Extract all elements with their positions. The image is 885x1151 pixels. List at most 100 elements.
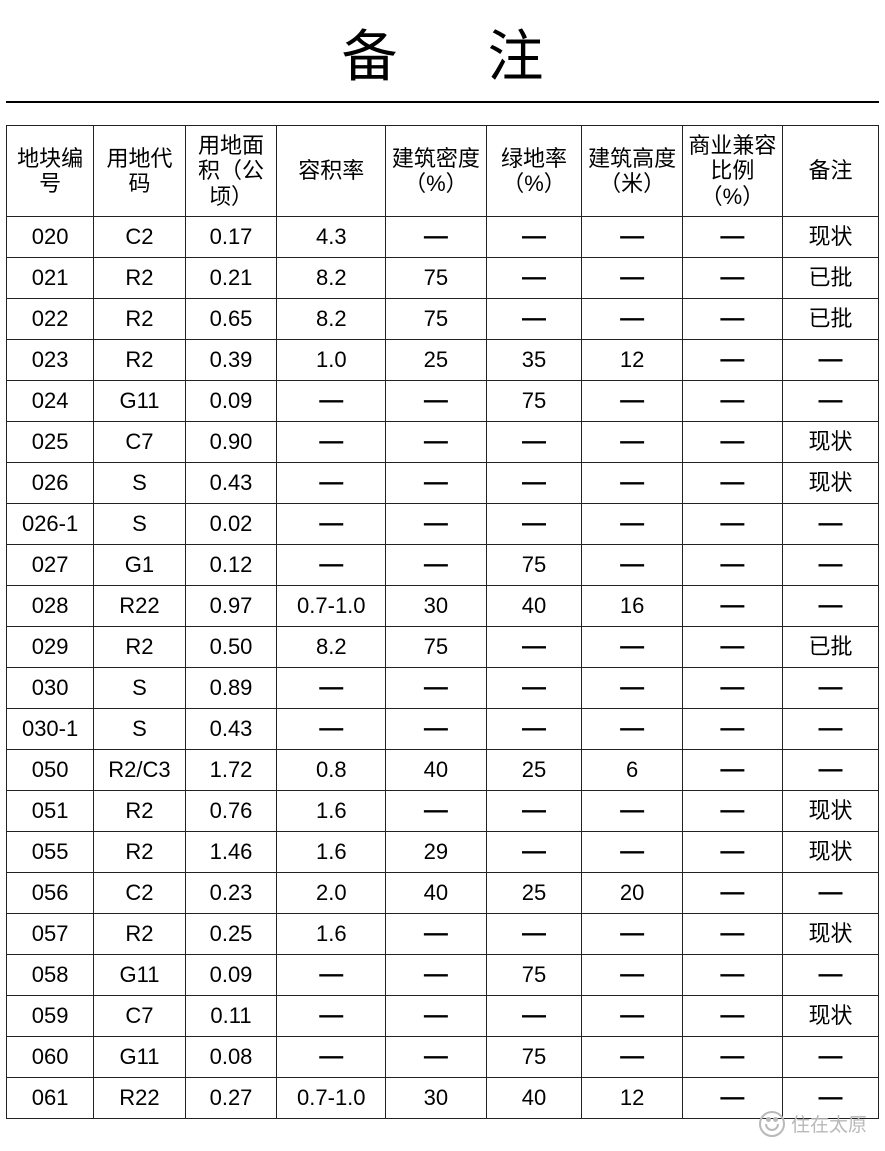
table-row: 030-1S0.43—————— <box>7 709 879 750</box>
table-cell: 0.7-1.0 <box>277 586 386 627</box>
table-cell: 0.17 <box>185 217 277 258</box>
table-cell: 现状 <box>782 832 878 873</box>
table-cell: C2 <box>94 217 186 258</box>
table-cell: 75 <box>486 545 582 586</box>
table-cell: — <box>277 668 386 709</box>
table-cell: 0.43 <box>185 463 277 504</box>
table-cell: 35 <box>486 340 582 381</box>
table-cell: 20 <box>582 873 682 914</box>
table-cell: 现状 <box>782 914 878 955</box>
table-cell: 75 <box>486 1037 582 1078</box>
table-row: 020C20.174.3————现状 <box>7 217 879 258</box>
table-cell: 8.2 <box>277 258 386 299</box>
table-cell: — <box>486 668 582 709</box>
table-cell: 现状 <box>782 996 878 1037</box>
table-cell: — <box>486 791 582 832</box>
table-cell: G11 <box>94 1037 186 1078</box>
table-cell: 0.09 <box>185 955 277 996</box>
table-cell: — <box>582 955 682 996</box>
table-cell: 25 <box>486 873 582 914</box>
table-cell: — <box>386 217 486 258</box>
table-cell: 40 <box>486 1078 582 1119</box>
table-cell: — <box>582 996 682 1037</box>
table-cell: 12 <box>582 340 682 381</box>
table-cell: — <box>682 955 782 996</box>
watermark: 住在太原 <box>759 1110 867 1137</box>
table-cell: — <box>782 545 878 586</box>
table-cell: 8.2 <box>277 299 386 340</box>
table-row: 051R20.761.6————现状 <box>7 791 879 832</box>
table-cell: — <box>386 504 486 545</box>
table-cell: 1.0 <box>277 340 386 381</box>
table-cell: — <box>486 299 582 340</box>
table-cell: — <box>682 873 782 914</box>
table-cell: 1.46 <box>185 832 277 873</box>
table-cell: — <box>682 791 782 832</box>
table-cell: 026-1 <box>7 504 94 545</box>
table-cell: 16 <box>582 586 682 627</box>
table-cell: 023 <box>7 340 94 381</box>
table-cell: — <box>486 832 582 873</box>
table-cell: 40 <box>386 750 486 791</box>
table-cell: — <box>582 791 682 832</box>
table-cell: — <box>582 832 682 873</box>
table-cell: — <box>682 996 782 1037</box>
table-row: 056C20.232.0402520—— <box>7 873 879 914</box>
table-cell: — <box>277 545 386 586</box>
table-row: 028R220.970.7-1.0304016—— <box>7 586 879 627</box>
table-cell: 0.65 <box>185 299 277 340</box>
table-cell: 75 <box>386 258 486 299</box>
table-row: 060G110.08——75——— <box>7 1037 879 1078</box>
table-cell: R2 <box>94 340 186 381</box>
table-cell: 1.6 <box>277 914 386 955</box>
table-cell: S <box>94 709 186 750</box>
table-cell: — <box>486 914 582 955</box>
table-row: 059C70.11—————现状 <box>7 996 879 1037</box>
table-row: 055R21.461.629———现状 <box>7 832 879 873</box>
table-cell: — <box>782 709 878 750</box>
table-cell: G11 <box>94 955 186 996</box>
table-cell: — <box>486 504 582 545</box>
table-cell: 2.0 <box>277 873 386 914</box>
table-cell: — <box>386 709 486 750</box>
table-cell: — <box>486 463 582 504</box>
table-cell: R22 <box>94 586 186 627</box>
table-cell: — <box>682 832 782 873</box>
table-cell: — <box>682 627 782 668</box>
table-row: 026S0.43—————现状 <box>7 463 879 504</box>
table-cell: — <box>277 422 386 463</box>
page: 备注 地块编号 用地代码 用地面积（公顷） 容积率 建筑密度（%） 绿地率（%）… <box>0 0 885 1151</box>
table-cell: 060 <box>7 1037 94 1078</box>
table-cell: — <box>277 381 386 422</box>
table-cell: — <box>277 709 386 750</box>
table-cell: — <box>386 463 486 504</box>
table-row: 022R20.658.275———已批 <box>7 299 879 340</box>
table-cell: — <box>682 299 782 340</box>
table-cell: 已批 <box>782 627 878 668</box>
table-cell: — <box>682 1037 782 1078</box>
table-cell: — <box>582 709 682 750</box>
table-cell: — <box>782 750 878 791</box>
table-cell: 020 <box>7 217 94 258</box>
table-cell: 028 <box>7 586 94 627</box>
table-cell: 030-1 <box>7 709 94 750</box>
table-cell: 已批 <box>782 258 878 299</box>
table-cell: 0.76 <box>185 791 277 832</box>
table-cell: — <box>486 258 582 299</box>
table-cell: 0.50 <box>185 627 277 668</box>
table-cell: 0.11 <box>185 996 277 1037</box>
table-row: 023R20.391.0253512—— <box>7 340 879 381</box>
table-head: 地块编号 用地代码 用地面积（公顷） 容积率 建筑密度（%） 绿地率（%） 建筑… <box>7 126 879 217</box>
table-cell: — <box>277 955 386 996</box>
table-cell: 0.89 <box>185 668 277 709</box>
table-cell: — <box>486 996 582 1037</box>
table-cell: 75 <box>486 381 582 422</box>
table-cell: — <box>682 504 782 545</box>
table-cell: 25 <box>486 750 582 791</box>
table-cell: — <box>486 422 582 463</box>
table-cell: R2 <box>94 258 186 299</box>
table-cell: 0.08 <box>185 1037 277 1078</box>
table-cell: 059 <box>7 996 94 1037</box>
table-cell: — <box>386 545 486 586</box>
table-cell: — <box>386 422 486 463</box>
